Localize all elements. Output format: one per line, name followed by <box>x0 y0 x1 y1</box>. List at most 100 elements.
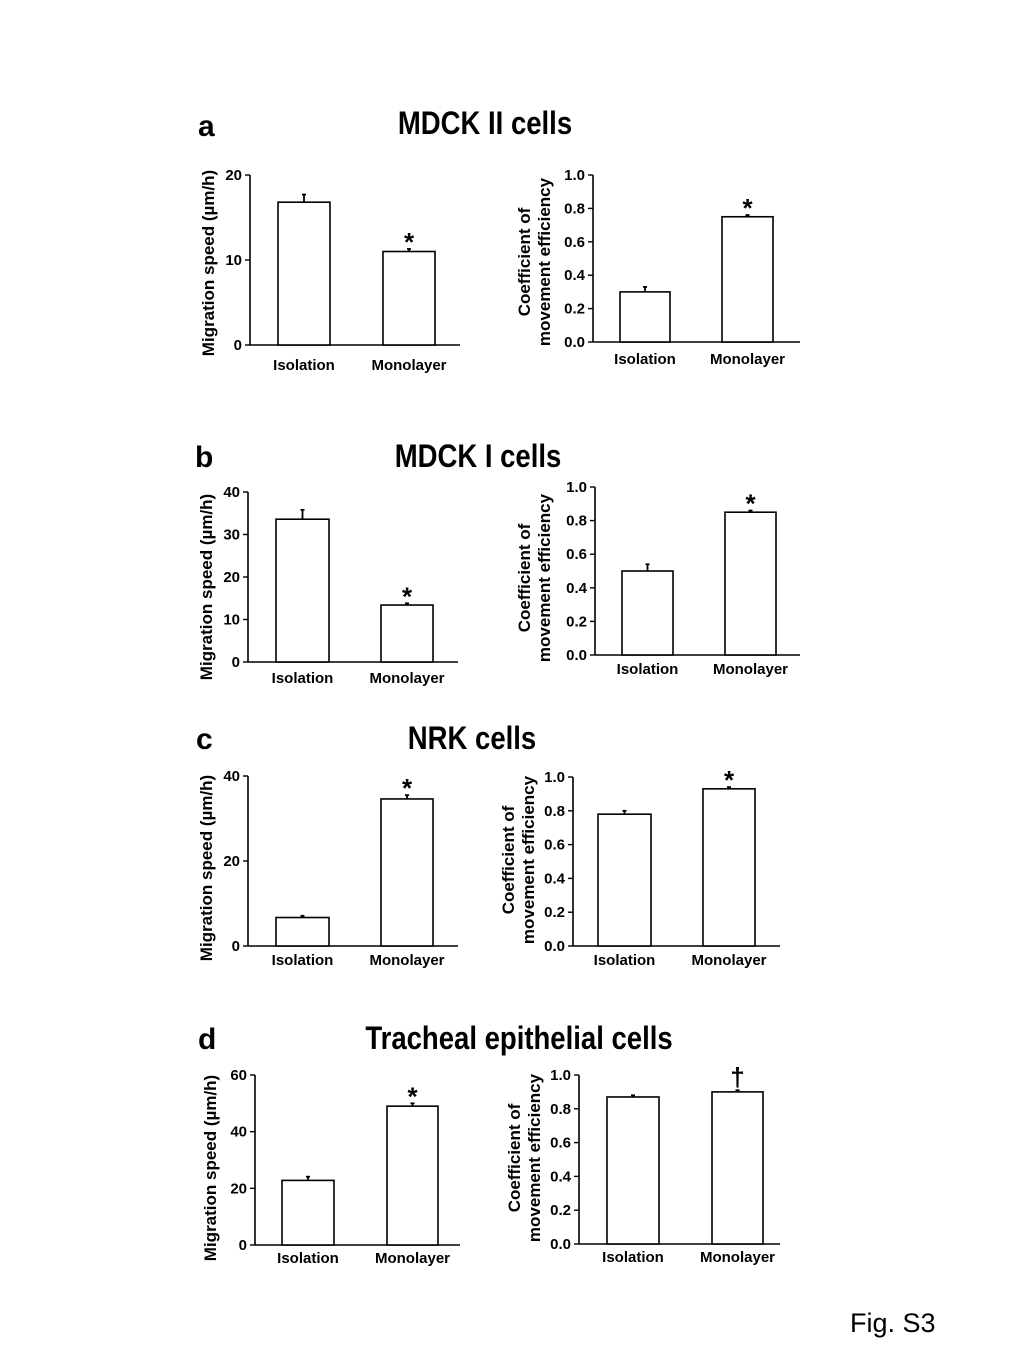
y-tick-label: 20 <box>225 167 242 184</box>
category-label: Isolation <box>273 357 335 374</box>
y-tick-label: 0.8 <box>550 1101 571 1118</box>
y-tick-label: 0.8 <box>544 803 565 820</box>
panel-letter-d: d <box>198 1023 216 1056</box>
y-tick-label: 0.8 <box>564 200 585 217</box>
y-tick-label: 0 <box>232 654 240 671</box>
y-tick-label: 0.6 <box>564 234 585 251</box>
y-tick-label: 0.6 <box>566 546 587 563</box>
y-tick-label: 20 <box>223 569 240 586</box>
category-label: Monolayer <box>710 351 785 368</box>
y-tick-label: 0.4 <box>564 267 586 284</box>
y-tick-label: 0.6 <box>544 837 565 854</box>
y-tick-label: 0.2 <box>544 904 565 921</box>
y-axis-label-line: movement efficiency <box>535 493 554 662</box>
bar-monolayer <box>721 215 774 343</box>
y-tick-label: 0.4 <box>566 580 588 597</box>
y-tick-label: 30 <box>223 527 240 544</box>
significance-mark: * <box>724 765 735 795</box>
y-tick-label: 20 <box>223 853 240 870</box>
bar-monolayer <box>380 798 434 947</box>
y-tick-label: 1.0 <box>544 769 565 786</box>
panel-title-d: Tracheal epithelial cells <box>365 1021 672 1056</box>
bar-isolation <box>275 518 330 663</box>
y-tick-label: 0.2 <box>550 1202 571 1219</box>
y-tick-label: 0.0 <box>566 647 587 664</box>
category-label: Monolayer <box>700 1249 775 1266</box>
bar-isolation <box>281 1179 335 1246</box>
bar-monolayer <box>382 250 436 346</box>
y-tick-label: 0.8 <box>566 513 587 530</box>
bar-isolation <box>275 916 330 947</box>
y-axis-label-line: movement efficiency <box>535 177 554 346</box>
y-tick-label: 0.0 <box>564 334 585 351</box>
chart-d-migration-speed: 0 20 40 60 Isolation Monolayer * Migration spee… <box>201 1067 460 1267</box>
category-label: Monolayer <box>375 1250 450 1267</box>
category-label: Isolation <box>614 351 676 368</box>
y-axis-label-line: movement efficiency <box>525 1073 544 1242</box>
y-tick-label: 0.2 <box>566 613 587 630</box>
y-tick-label: 40 <box>223 768 240 785</box>
y-tick-label: 0.4 <box>550 1168 572 1185</box>
category-label: Isolation <box>594 952 656 969</box>
y-axis-label-line: Coefficient of <box>515 207 534 316</box>
panel-title-group-b: MDCK I cells <box>395 439 562 474</box>
chart-a-migration-speed: 0 10 20 Isolation Monolayer * Migration speed … <box>199 167 460 374</box>
bar-monolayer <box>711 1091 764 1245</box>
panel-title-group-d: Tracheal epithelial cells <box>365 1021 672 1056</box>
y-tick-label: 0.2 <box>564 301 585 318</box>
bar-monolayer <box>386 1105 439 1246</box>
category-label: Monolayer <box>369 952 444 969</box>
category-label: Monolayer <box>713 661 788 678</box>
bar-monolayer <box>702 788 756 947</box>
significance-mark: * <box>404 227 415 257</box>
bar-monolayer <box>724 511 777 656</box>
panel-letter-c: c <box>196 723 213 756</box>
category-label: Isolation <box>602 1249 664 1266</box>
chart-c-movement-efficiency: 0.0 0.2 0.4 0.6 0.8 1.0 Isolation Monolayer * Coe… <box>499 765 780 969</box>
significance-mark: * <box>402 773 413 803</box>
bar-isolation <box>621 570 674 656</box>
chart-b-migration-speed: 0 10 20 30 40 Isolation Monolayer * Migration sp… <box>197 484 458 687</box>
y-tick-label: 0.4 <box>544 870 566 887</box>
y-axis-label-line: movement efficiency <box>519 775 538 944</box>
y-tick-label: 0.6 <box>550 1135 571 1152</box>
y-axis-label: Coefficient ofmovement efficiency <box>505 1073 544 1242</box>
y-axis-label: Coefficient ofmovement efficiency <box>515 177 554 346</box>
category-label: Monolayer <box>691 952 766 969</box>
y-axis-label: Migration speed (µm/h) <box>199 170 218 356</box>
y-tick-label: 10 <box>225 252 242 269</box>
panel-title-group-a: MDCK II cells <box>398 106 572 141</box>
bar-isolation <box>619 291 671 343</box>
bar-isolation <box>606 1096 660 1245</box>
y-axis-label: Migration speed (µm/h) <box>201 1075 220 1261</box>
category-label: Isolation <box>272 952 334 969</box>
category-label: Isolation <box>277 1250 339 1267</box>
significance-mark: * <box>407 1081 418 1111</box>
panel-title-b: MDCK I cells <box>395 439 562 474</box>
chart-d-movement-efficiency: 0.0 0.2 0.4 0.6 0.8 1.0 Isolation Monolayer † Coe… <box>505 1062 780 1266</box>
significance-mark: * <box>745 489 756 519</box>
y-tick-label: 0 <box>234 337 242 354</box>
significance-mark: † <box>730 1062 744 1092</box>
y-tick-label: 1.0 <box>566 479 587 496</box>
significance-mark: * <box>742 193 753 223</box>
category-label: Monolayer <box>371 357 446 374</box>
panel-title-a: MDCK II cells <box>398 106 572 141</box>
y-tick-label: 0 <box>239 1237 247 1254</box>
chart-a-movement-efficiency: 0.0 0.2 0.4 0.6 0.8 1.0 Isolation Monolayer * Coe… <box>515 167 800 368</box>
y-axis-label: Migration speed (µm/h) <box>197 775 216 961</box>
y-axis-label-line: Coefficient of <box>505 1103 524 1212</box>
bar-monolayer <box>380 604 434 663</box>
y-axis-label: Migration speed (µm/h) <box>197 494 216 680</box>
y-tick-label: 60 <box>230 1067 247 1084</box>
y-tick-label: 0.0 <box>550 1236 571 1253</box>
bar-isolation <box>277 201 331 346</box>
y-tick-label: 10 <box>223 612 240 629</box>
y-tick-label: 40 <box>223 484 240 501</box>
y-tick-label: 1.0 <box>550 1067 571 1084</box>
category-label: Isolation <box>617 661 679 678</box>
panel-letter-a: a <box>198 110 215 143</box>
category-label: Monolayer <box>369 670 444 687</box>
y-axis-label-line: Coefficient of <box>515 523 534 632</box>
